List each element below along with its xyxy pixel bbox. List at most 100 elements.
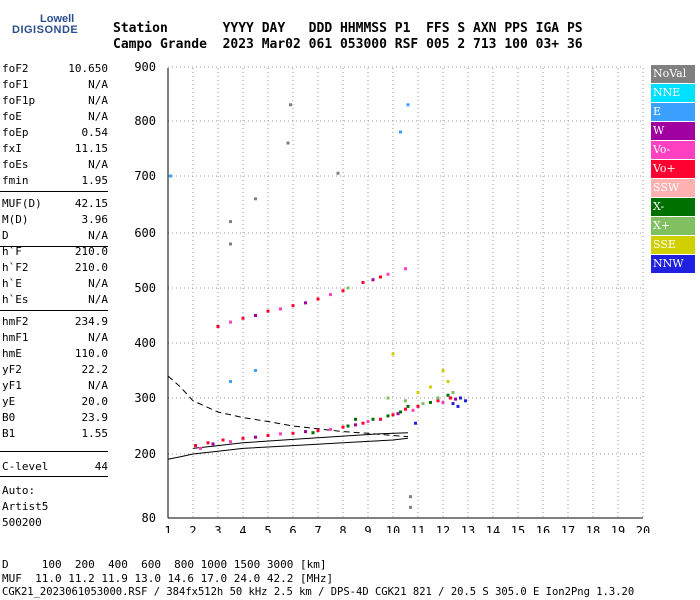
- param-value: N/A: [88, 331, 108, 344]
- data-point: [229, 220, 232, 224]
- param-value: N/A: [88, 110, 108, 123]
- y-tick-label: 800: [134, 114, 156, 128]
- param-value: N/A: [88, 379, 108, 392]
- param-value: N/A: [88, 78, 108, 91]
- param-name: foF1: [2, 78, 29, 91]
- data-point: [441, 369, 445, 372]
- data-point: [304, 301, 307, 305]
- footer-distance: D 100 200 400 600 800 1000 1500 3000 [km…: [2, 558, 327, 571]
- data-point: [216, 325, 220, 328]
- param-name: foE: [2, 110, 22, 123]
- x-tick-label: 17: [561, 524, 575, 533]
- logo-digisonde: DIGISONDE: [12, 24, 79, 36]
- param-value: 11.15: [74, 142, 108, 155]
- x-tick-label: 14: [486, 524, 500, 533]
- param-row: foF1 N/A: [2, 78, 108, 92]
- x-tick-label: 19: [611, 524, 625, 533]
- data-point: [379, 417, 382, 421]
- data-point: [451, 402, 455, 406]
- param-value: 210.0: [74, 261, 108, 274]
- x-tick-label: 3: [214, 524, 221, 533]
- separator-line: [0, 246, 108, 247]
- data-point: [229, 380, 232, 383]
- param-row: foF2 10.650: [2, 62, 108, 76]
- data-point: [199, 446, 202, 450]
- param-name: foEs: [2, 158, 29, 171]
- data-point: [409, 505, 412, 509]
- data-point: [386, 414, 390, 418]
- data-point: [391, 352, 395, 356]
- data-point: [346, 424, 350, 428]
- param-name: yF2: [2, 363, 22, 376]
- param-name: fmin: [2, 174, 29, 187]
- y-tick-label: 300: [134, 391, 156, 405]
- param-row: B0 23.9: [2, 411, 108, 425]
- data-point: [371, 417, 375, 421]
- y-tick-label: 80: [142, 511, 156, 525]
- param-name: foF2: [2, 62, 29, 75]
- footer-muf: MUF 11.0 11.2 11.9 13.0 14.6 17.0 24.0 4…: [2, 572, 334, 585]
- param-row: yF2 22.2: [2, 363, 108, 377]
- data-point: [386, 272, 390, 276]
- x-tick-label: 15: [511, 524, 525, 533]
- param-row: hmE 110.0: [2, 347, 108, 361]
- param-value: 210.0: [74, 245, 108, 258]
- param-value: 3.96: [81, 213, 109, 226]
- param-value: N/A: [88, 229, 108, 242]
- data-point: [441, 400, 445, 404]
- param-value: 10.650: [68, 62, 108, 75]
- param-value: N/A: [88, 277, 108, 290]
- trace-curve: [192, 432, 409, 449]
- data-point: [266, 309, 270, 313]
- data-point: [451, 391, 455, 394]
- legend-item: E: [651, 103, 695, 121]
- x-tick-label: 13: [461, 524, 475, 533]
- data-point: [411, 408, 415, 412]
- trace-curve: [167, 375, 409, 438]
- data-point: [254, 314, 257, 317]
- param-row: h`F 210.0: [2, 245, 108, 259]
- data-point: [406, 404, 410, 408]
- x-tick-label: 7: [314, 524, 321, 533]
- param-name: hmE: [2, 347, 22, 360]
- param-row: yE 20.0: [2, 395, 108, 409]
- x-tick-label: 8: [339, 524, 346, 533]
- y-tick-label: 500: [134, 281, 156, 295]
- param-value: 42.15: [74, 197, 108, 210]
- trace-curve: [167, 437, 409, 460]
- param-name: yE: [2, 395, 16, 408]
- param-name: C-level: [2, 460, 49, 473]
- param-row: MUF(D) 42.15: [2, 197, 108, 211]
- data-point: [446, 393, 450, 397]
- ionogram-chart: 1 2 3 4 5 6 7 8 9 10 11 12 13 14 15 16 17 18 19 20802003004…: [134, 60, 650, 533]
- param-name: M(D): [2, 213, 29, 226]
- data-point: [404, 267, 407, 271]
- param-value: N/A: [88, 94, 108, 107]
- data-point: [286, 141, 290, 145]
- data-point: [454, 397, 457, 401]
- param-row: B1 1.55: [2, 427, 108, 441]
- param-row: hmF1 N/A: [2, 331, 108, 345]
- data-point: [421, 402, 425, 406]
- data-point: [316, 297, 320, 301]
- param-name: D: [2, 229, 9, 242]
- header-labels: Station YYYY DAY DDD HHMMSS P1 FFS S AXN…: [113, 21, 583, 36]
- param-name: h`F2: [2, 261, 29, 274]
- param-name: h`E: [2, 277, 22, 290]
- legend-item: SSE: [651, 236, 695, 254]
- separator-line: [0, 451, 108, 452]
- data-point: [399, 410, 402, 414]
- data-point: [254, 369, 257, 372]
- data-point: [361, 421, 365, 425]
- param-name: foEp: [2, 126, 29, 139]
- data-point: [311, 431, 315, 435]
- param-value: 23.9: [81, 411, 109, 424]
- data-point: [429, 400, 432, 404]
- data-point: [291, 431, 295, 435]
- x-tick-label: 6: [289, 524, 296, 533]
- param-row: M(D) 3.96: [2, 213, 108, 227]
- data-point: [391, 413, 395, 417]
- param-row: h`E N/A: [2, 277, 108, 291]
- param-row: foEs N/A: [2, 158, 108, 172]
- separator-line: [0, 191, 108, 192]
